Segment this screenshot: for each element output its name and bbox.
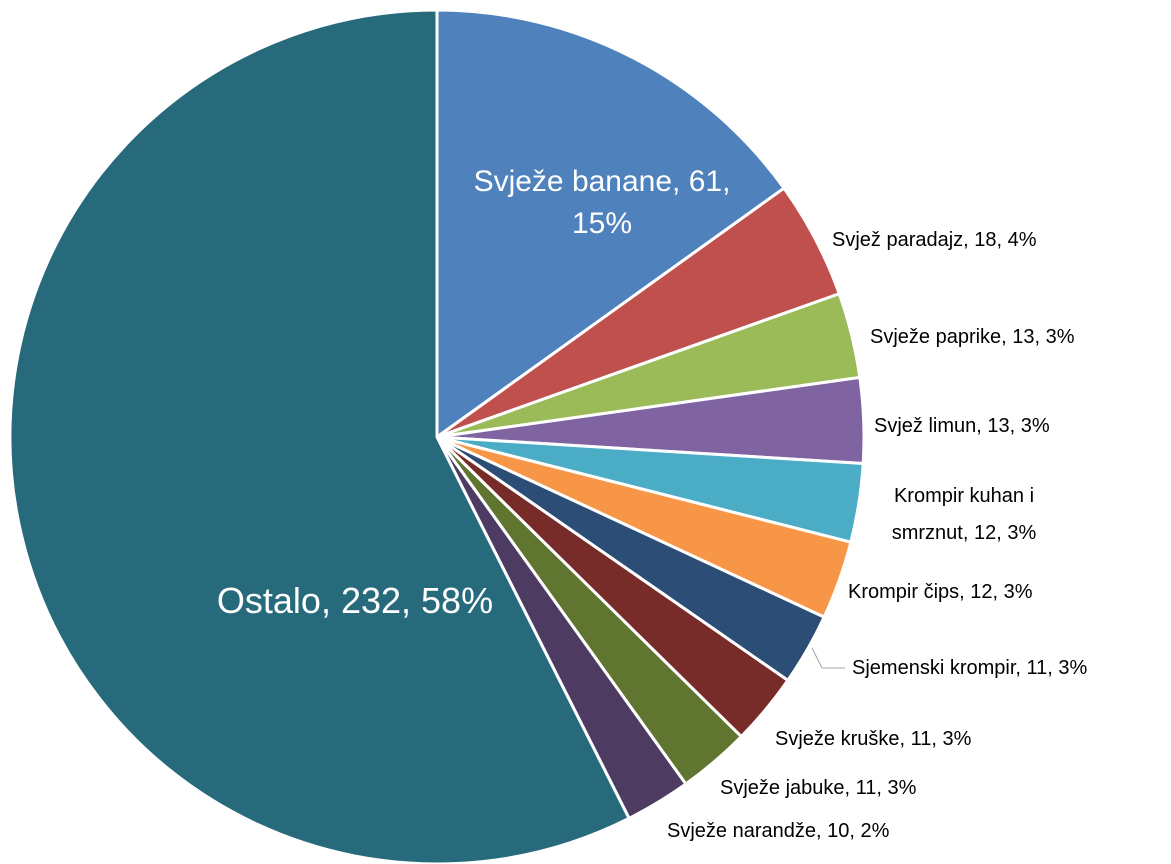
leader-line — [811, 647, 845, 669]
data-label: Svjež limun, 13, 3% — [874, 415, 1050, 437]
data-label: Svježe narandže, 10, 2% — [667, 820, 890, 842]
data-label: Svježe paprike, 13, 3% — [870, 326, 1075, 348]
pie-slice — [435, 8, 787, 440]
data-label: Svježe jabuke, 11, 3% — [720, 777, 917, 799]
data-label: Svjež paradajz, 18, 4% — [832, 229, 1037, 251]
data-label: Svježe kruške, 11, 3% — [775, 728, 972, 750]
pie-slice — [8, 8, 632, 864]
data-label: Krompir čips, 12, 3% — [848, 581, 1033, 603]
data-label: Svježe banane, 61, 15% — [474, 165, 731, 240]
data-label: Krompir kuhan i smrznut, 12, 3% — [892, 485, 1037, 544]
data-label: Ostalo, 232, 58% — [217, 580, 493, 621]
data-label: Sjemenski krompir, 11, 3% — [852, 657, 1087, 679]
